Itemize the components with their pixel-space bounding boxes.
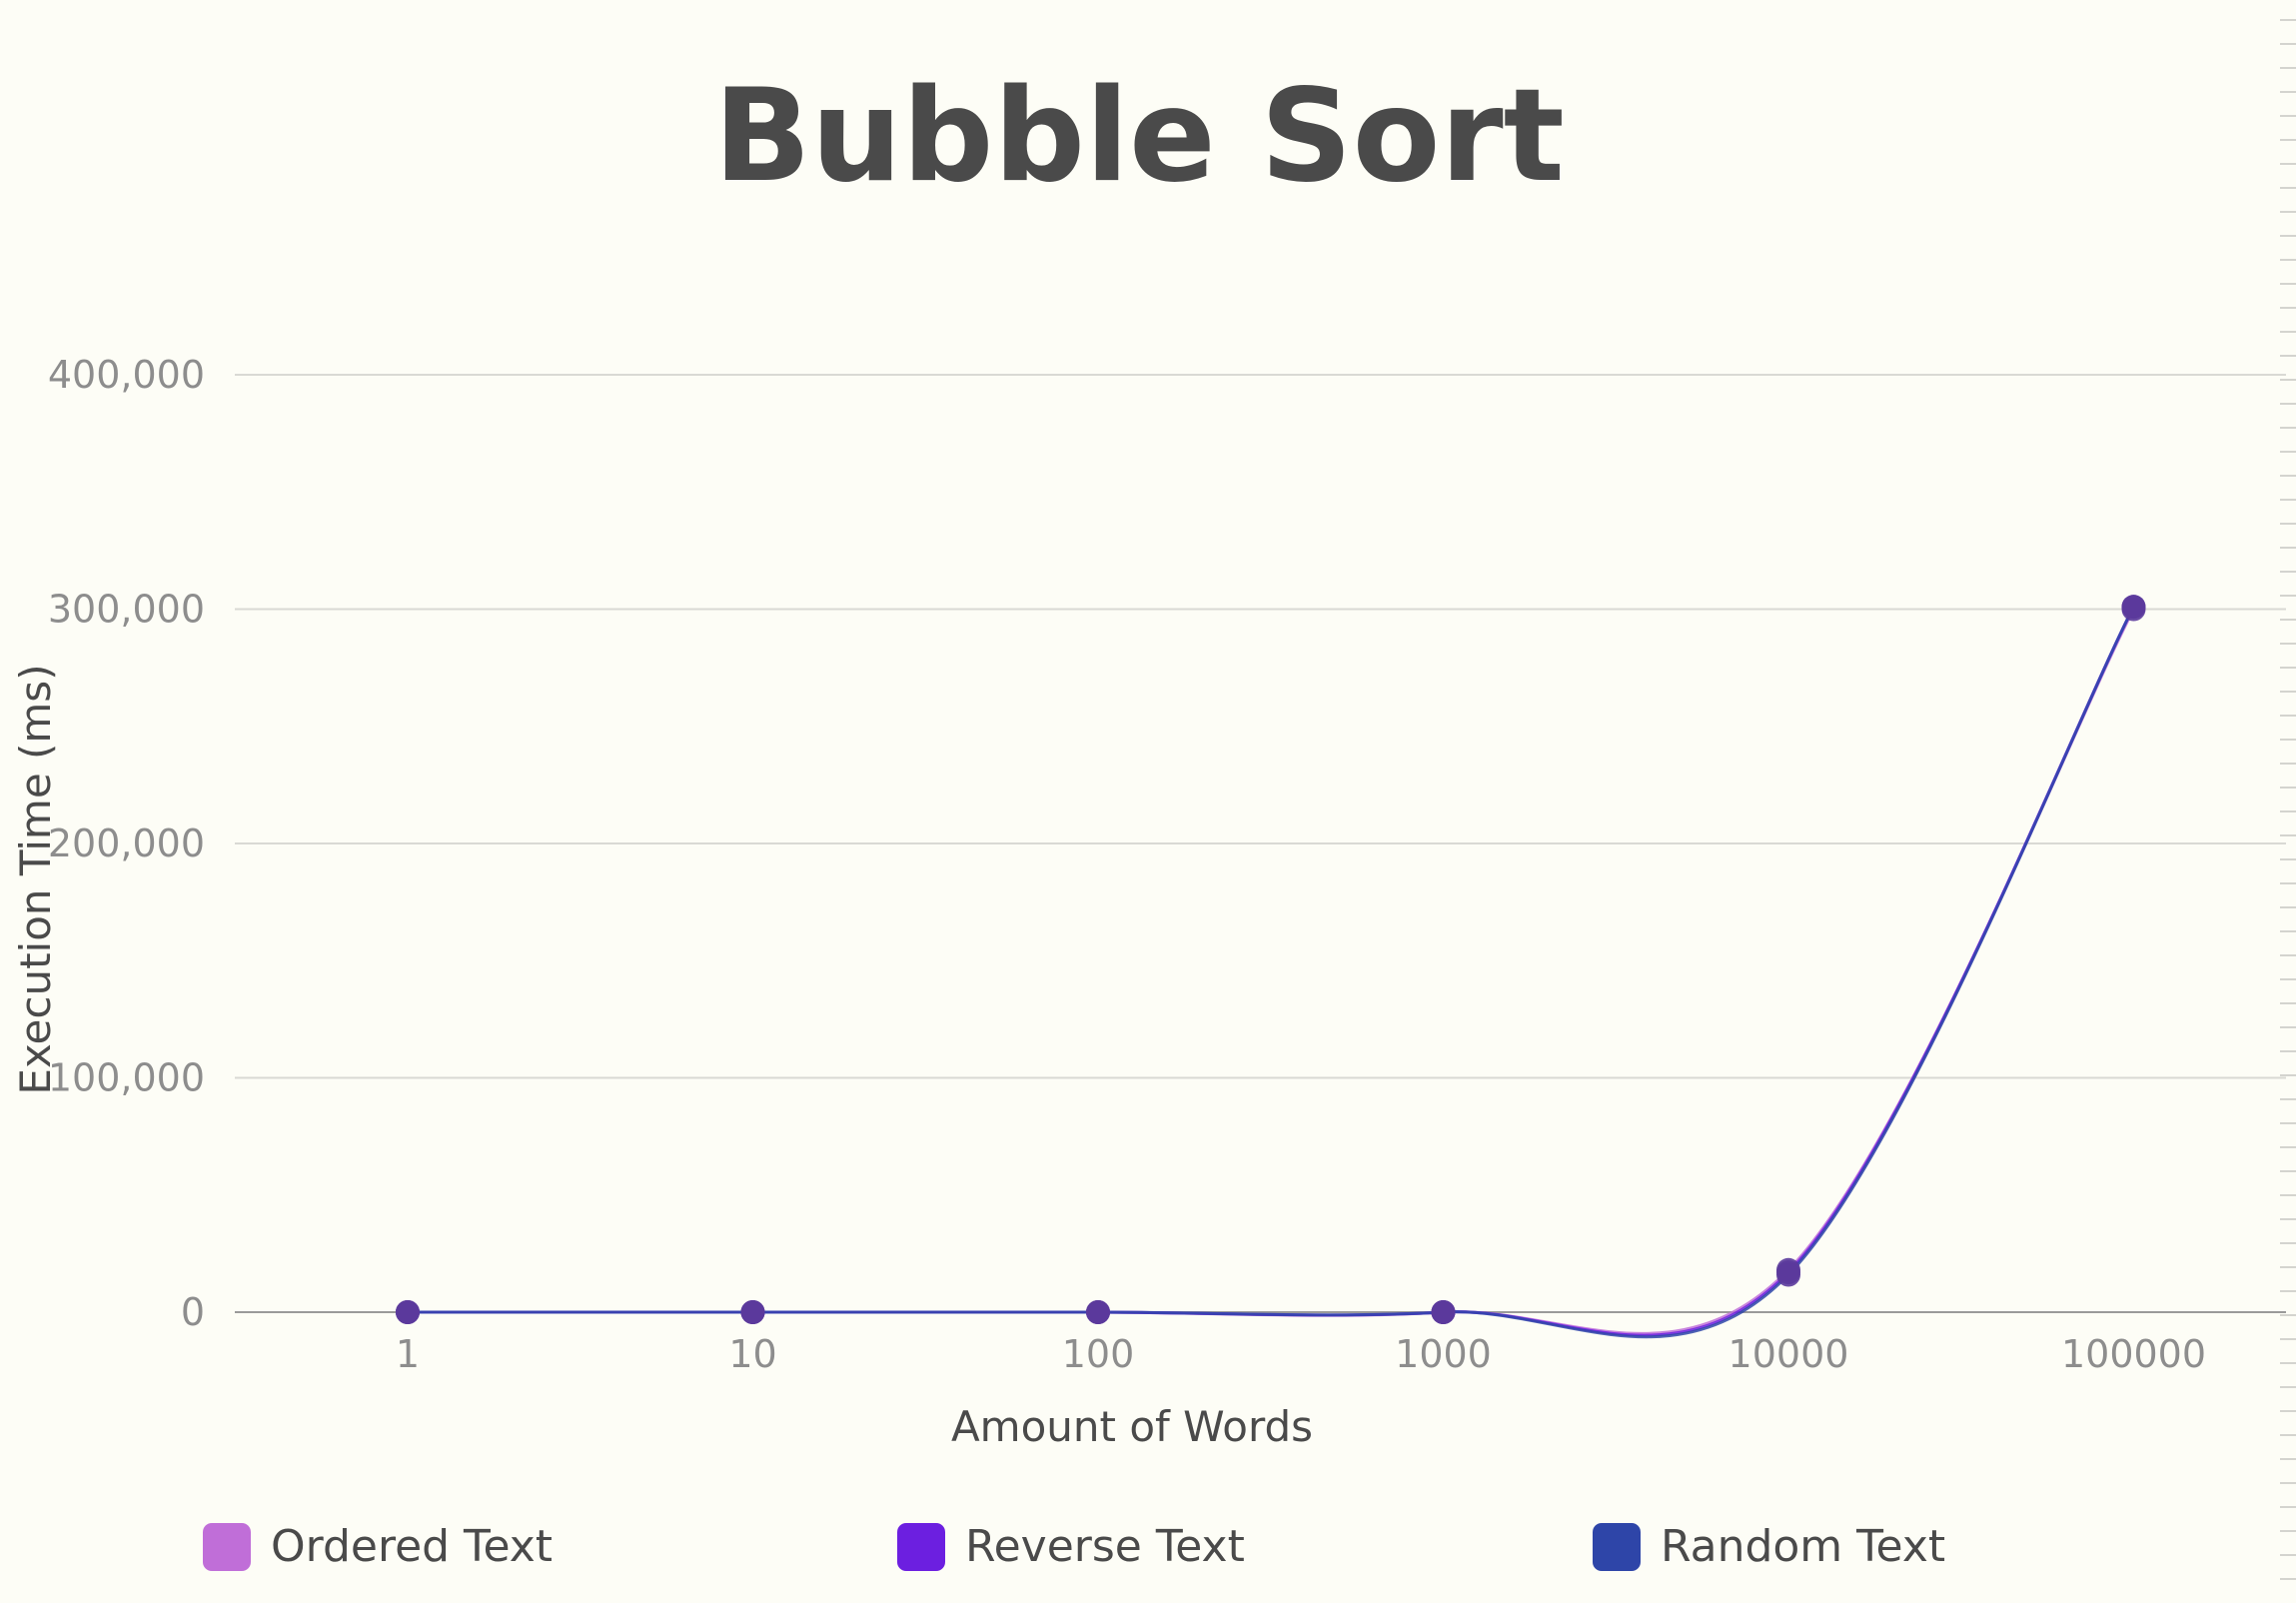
y-tick-label: 400,000 — [48, 353, 205, 397]
x-tick-label: 10000 — [1728, 1332, 1849, 1376]
y-tick-label: 300,000 — [48, 588, 205, 632]
series-line-reverse-text — [408, 606, 2135, 1337]
x-axis-ticks: 1 10 100 1000 10000 100000 — [396, 1332, 2206, 1376]
right-edge-ticks — [2280, 19, 2296, 1580]
legend-item-reverse-text[interactable]: Reverse Text — [897, 1521, 1245, 1572]
data-markers — [396, 595, 2146, 1324]
legend: Ordered Text Reverse Text Random Text — [203, 1521, 1945, 1572]
y-axis-title: Execution Time (ms) — [11, 664, 60, 1094]
series-line-ordered-text — [408, 608, 2135, 1335]
grid-lines — [235, 374, 2286, 1313]
legend-label: Ordered Text — [271, 1521, 553, 1572]
data-point-random-text[interactable] — [396, 1300, 420, 1324]
x-tick-label: 1000 — [1395, 1332, 1492, 1376]
series-lines — [408, 606, 2135, 1339]
series-line-random-text — [408, 606, 2135, 1339]
data-point-random-text[interactable] — [740, 1300, 765, 1324]
y-tick-label: 100,000 — [48, 1056, 205, 1100]
chart-title: Bubble Sort — [713, 62, 1565, 211]
y-axis-ticks: 0 100,000 200,000 300,000 400,000 — [48, 353, 205, 1334]
legend-swatch — [203, 1523, 251, 1571]
x-tick-label: 100 — [1062, 1332, 1135, 1376]
y-tick-label: 200,000 — [48, 821, 205, 865]
x-tick-label: 1 — [396, 1332, 420, 1376]
legend-item-random-text[interactable]: Random Text — [1593, 1521, 1945, 1572]
legend-label: Reverse Text — [965, 1521, 1245, 1572]
data-point-random-text[interactable] — [1776, 1262, 1800, 1287]
legend-swatch — [897, 1523, 945, 1571]
legend-label: Random Text — [1661, 1521, 1945, 1572]
legend-swatch — [1593, 1523, 1641, 1571]
data-point-random-text[interactable] — [1431, 1300, 1456, 1324]
x-axis-title: Amount of Words — [951, 1402, 1313, 1451]
x-tick-label: 10 — [728, 1332, 776, 1376]
legend-item-ordered-text[interactable]: Ordered Text — [203, 1521, 553, 1572]
data-point-random-text[interactable] — [2121, 595, 2146, 620]
y-tick-label: 0 — [181, 1290, 205, 1334]
data-point-random-text[interactable] — [1086, 1300, 1110, 1324]
x-tick-label: 100000 — [2061, 1332, 2206, 1376]
